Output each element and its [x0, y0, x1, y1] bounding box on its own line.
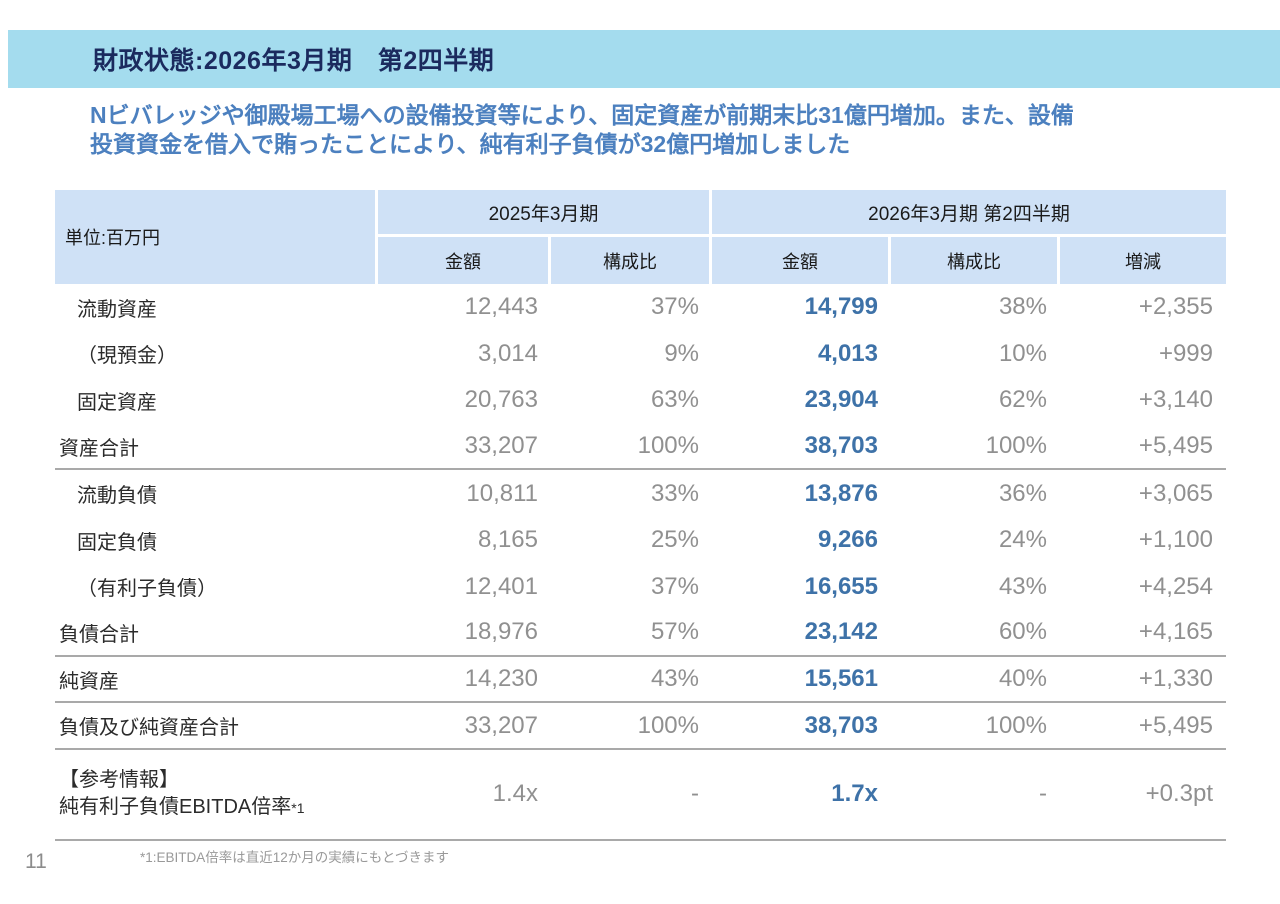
current-ratio: 10%	[998, 339, 1047, 367]
prior-amount: 1.4x	[492, 780, 538, 808]
column-group-current-quarter: 2026年3月期 第2四半期	[712, 190, 1226, 234]
prior-ratio: 25%	[650, 526, 699, 554]
table-body: 流動資産 12,443 37% 14,799 38% +2,355 （現預金） …	[55, 284, 1226, 841]
current-ratio: 36%	[998, 479, 1047, 507]
prior-amount: 33,207	[464, 711, 538, 739]
current-amount: 9,266	[817, 526, 878, 554]
current-ratio: 38%	[998, 293, 1047, 321]
table-row-ebitda-ratio: 【参考情報】 純有利子負債EBITDA倍率*1 1.4x - 1.7x - +0…	[55, 750, 1226, 841]
prior-amount: 18,976	[464, 618, 538, 646]
prior-amount: 14,230	[464, 665, 538, 693]
table-row-total-liabilities-and-net-assets: 負債及び純資産合計 33,207 100% 38,703 100% +5,495	[55, 703, 1226, 750]
summary-line-2: 投資資金を借入で賄ったことにより、純有利子負債が32億円増加しました	[90, 131, 851, 157]
table-row-fixed-assets: 固定資産 20,763 63% 23,904 62% +3,140	[55, 377, 1226, 424]
change-value: +1,100	[1138, 526, 1213, 554]
row-label: 流動負債	[77, 485, 157, 508]
change-value: +3,065	[1138, 479, 1213, 507]
change-value: +5,495	[1138, 711, 1213, 739]
row-label: 流動資産	[77, 298, 157, 321]
change-value: +1,330	[1138, 665, 1213, 693]
slide-summary-text: Nビバレッジや御殿場工場への設備投資等により、固定資産が前期末比31億円増加。ま…	[90, 101, 1202, 159]
page-number: 11	[25, 850, 47, 873]
prior-ratio: 100%	[637, 432, 699, 460]
table-header: 単位:百万円 2025年3月期 2026年3月期 第2四半期 金額 構成比 金額…	[55, 190, 1226, 284]
prior-ratio: 33%	[650, 479, 699, 507]
current-amount: 38,703	[804, 432, 878, 460]
prior-ratio: 100%	[637, 711, 699, 739]
current-amount: 16,655	[804, 572, 878, 600]
current-ratio: -	[1039, 780, 1047, 808]
row-label: 固定資産	[77, 391, 157, 414]
row-label: （有利子負債）	[77, 578, 217, 601]
summary-line-1: Nビバレッジや御殿場工場への設備投資等により、固定資産が前期末比31億円増加。ま…	[90, 102, 1074, 128]
prior-ratio: 43%	[650, 665, 699, 693]
table-row-interest-bearing-debt: （有利子負債） 12,401 37% 16,655 43% +4,254	[55, 564, 1226, 611]
current-amount: 15,561	[804, 665, 878, 693]
slide-title-banner: 財政状態:2026年3月期 第2四半期	[8, 30, 1280, 88]
table-row-total-assets: 資産合計 33,207 100% 38,703 100% +5,495	[55, 424, 1226, 471]
table-row-fixed-liabilities: 固定負債 8,165 25% 9,266 24% +1,100	[55, 517, 1226, 564]
current-ratio: 100%	[985, 711, 1047, 739]
prior-amount: 10,811	[466, 479, 538, 507]
table-row-total-liabilities: 負債合計 18,976 57% 23,142 60% +4,165	[55, 610, 1226, 657]
header-prior-amount: 金額	[378, 237, 548, 284]
row-label: 純資産	[59, 670, 119, 693]
row-label: （現預金）	[77, 345, 177, 368]
row-label: 【参考情報】 純有利子負債EBITDA倍率*1	[55, 767, 378, 822]
footnote-marker: *1	[291, 799, 305, 816]
row-label: 資産合計	[59, 437, 139, 460]
current-amount: 23,904	[804, 386, 878, 414]
current-amount: 4,013	[817, 339, 878, 367]
current-ratio: 100%	[985, 432, 1047, 460]
header-prior-ratio: 構成比	[551, 237, 709, 284]
unit-label: 単位:百万円	[55, 190, 375, 284]
table-row-net-assets: 純資産 14,230 43% 15,561 40% +1,330	[55, 657, 1226, 704]
table-row-cash: （現預金） 3,014 9% 4,013 10% +999	[55, 331, 1226, 378]
current-ratio: 43%	[998, 572, 1047, 600]
prior-amount: 12,401	[464, 572, 538, 600]
header-current-ratio: 構成比	[891, 237, 1057, 284]
page-title: 財政状態:2026年3月期 第2四半期	[93, 47, 495, 75]
current-amount: 13,876	[804, 479, 878, 507]
current-amount: 1.7x	[831, 780, 878, 808]
current-amount: 23,142	[804, 618, 878, 646]
prior-amount: 20,763	[464, 386, 538, 414]
current-ratio: 40%	[998, 665, 1047, 693]
header-current-amount: 金額	[712, 237, 888, 284]
change-value: +4,254	[1138, 572, 1213, 600]
current-ratio: 62%	[998, 386, 1047, 414]
prior-amount: 3,014	[477, 339, 538, 367]
column-group-prior-year: 2025年3月期	[378, 190, 709, 234]
prior-ratio: 57%	[650, 618, 699, 646]
prior-ratio: -	[691, 780, 699, 808]
ebitda-ratio-label: 純有利子負債EBITDA倍率*1	[59, 795, 305, 818]
table-row-current-liabilities: 流動負債 10,811 33% 13,876 36% +3,065	[55, 470, 1226, 517]
current-ratio: 24%	[998, 526, 1047, 554]
change-value: +999	[1158, 339, 1213, 367]
row-label: 固定負債	[77, 531, 157, 554]
header-change: 増減	[1060, 237, 1226, 284]
prior-amount: 8,165	[477, 526, 538, 554]
change-value: +3,140	[1138, 386, 1213, 414]
row-label: 負債合計	[59, 623, 139, 646]
row-label: 負債及び純資産合計	[59, 717, 239, 740]
prior-ratio: 63%	[650, 386, 699, 414]
footnote-text: *1:EBITDA倍率は直近12か月の実績にもとづきます	[140, 850, 449, 865]
prior-amount: 33,207	[464, 432, 538, 460]
reference-info-heading: 【参考情報】	[59, 768, 179, 791]
financial-position-table: 単位:百万円 2025年3月期 2026年3月期 第2四半期 金額 構成比 金額…	[55, 190, 1226, 841]
change-value: +2,355	[1138, 293, 1213, 321]
prior-ratio: 9%	[664, 339, 699, 367]
current-ratio: 60%	[998, 618, 1047, 646]
prior-ratio: 37%	[650, 572, 699, 600]
prior-amount: 12,443	[464, 293, 538, 321]
change-value: +4,165	[1138, 618, 1213, 646]
current-amount: 38,703	[804, 711, 878, 739]
change-value: +0.3pt	[1145, 780, 1213, 808]
prior-ratio: 37%	[650, 293, 699, 321]
current-amount: 14,799	[804, 293, 878, 321]
change-value: +5,495	[1138, 432, 1213, 460]
table-row-current-assets: 流動資産 12,443 37% 14,799 38% +2,355	[55, 284, 1226, 331]
